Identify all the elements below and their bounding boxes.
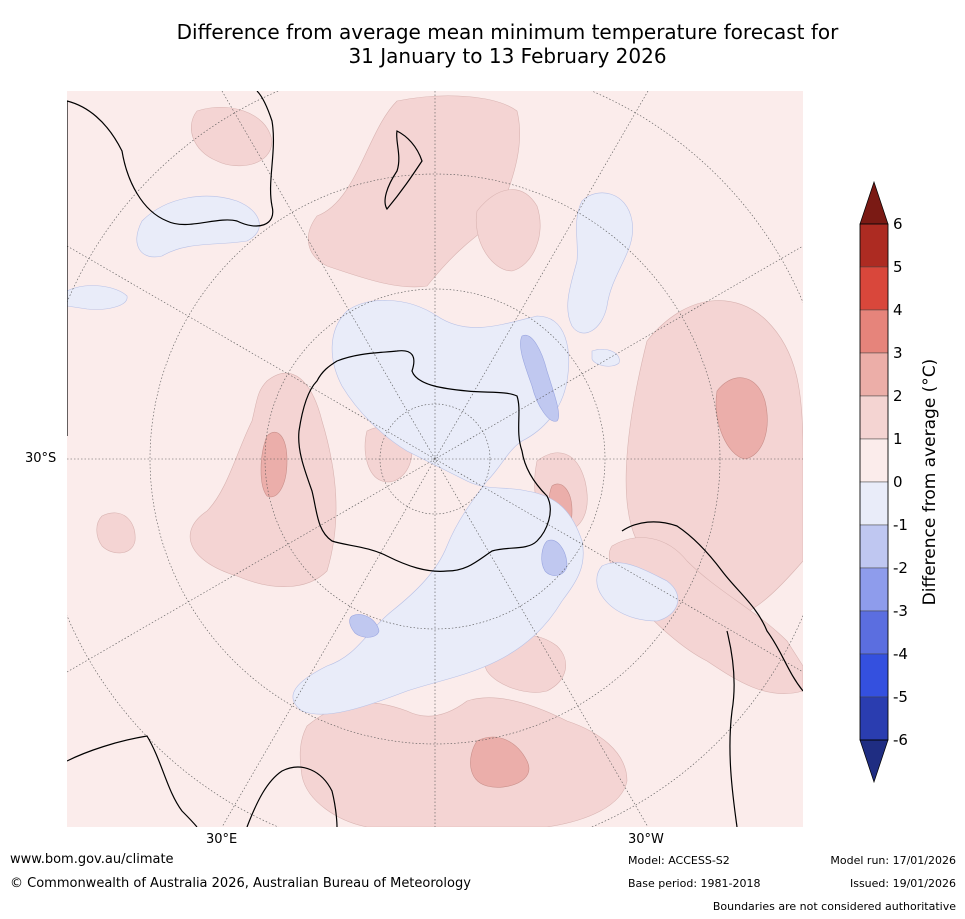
colorbar-tick-label: -1 [893,516,908,534]
graticule [67,91,803,827]
colorbar-tick-label: 3 [893,344,903,362]
colorbar-segment [859,567,889,612]
colorbar-segment [859,610,889,655]
longitude-label-west: 30°W [628,832,664,847]
colorbar-tick-label: -6 [893,731,908,749]
colorbar-segment [859,524,889,569]
australia-outline [67,91,275,436]
colorbar-tick-label: -2 [893,559,908,577]
colorbar-outline [859,223,889,741]
colorbar-segment [859,696,889,741]
colorbar-tick-label: -4 [893,645,908,663]
base-period-text: Base period: 1981-2018 [628,877,761,890]
colorbar-extend-top [859,180,889,225]
map-title: Difference from average mean minimum tem… [0,20,965,68]
colorbar-extend-bottom [859,739,889,784]
colorbar-tick-label: 6 [893,215,903,233]
colorbar-tick-label: 4 [893,301,903,319]
antarctica-outline [298,350,551,572]
colorbar-tick-label: 0 [893,473,903,491]
strong-cool-regions [349,334,568,638]
title-line-1: Difference from average mean minimum tem… [176,20,839,44]
longitude-label-east: 30°E [206,832,238,847]
colorbar-tick-label: -3 [893,602,908,620]
copyright-text: © Commonwealth of Australia 2026, Austra… [10,876,471,891]
coastlines [67,91,803,827]
colorbar-segment [859,352,889,397]
issued-text: Issued: 19/01/2026 [849,877,956,890]
polar-map [67,91,803,827]
colorbar-segment [859,653,889,698]
colorbar-tick-label: -5 [893,688,908,706]
africa-outline [67,735,338,827]
colorbar-tick-label: 5 [893,258,903,276]
south-america-outline [621,521,803,827]
model-text: Model: ACCESS-S2 [628,854,730,867]
website-link[interactable]: www.bom.gov.au/climate [10,852,174,867]
colorbar-segment [859,438,889,483]
colorbar-segment [859,481,889,526]
colorbar-label: Difference from average (°C) [920,359,940,606]
colorbar-segment [859,223,889,268]
new-zealand-outline [384,130,423,211]
cool-anomaly-regions [67,192,679,715]
colorbar-segment [859,266,889,311]
title-line-2: 31 January to 13 February 2026 [348,44,667,68]
colorbar-tick-label: 1 [893,430,903,448]
disclaimer-text: Boundaries are not considered authoritat… [712,900,956,913]
colorbar-segment [859,309,889,354]
strong-warm-regions [260,377,768,788]
model-run-text: Model run: 17/01/2026 [830,854,956,867]
latitude-label: 30°S [25,451,57,466]
colorbar-segment [859,395,889,440]
colorbar-tick-label: 2 [893,387,903,405]
